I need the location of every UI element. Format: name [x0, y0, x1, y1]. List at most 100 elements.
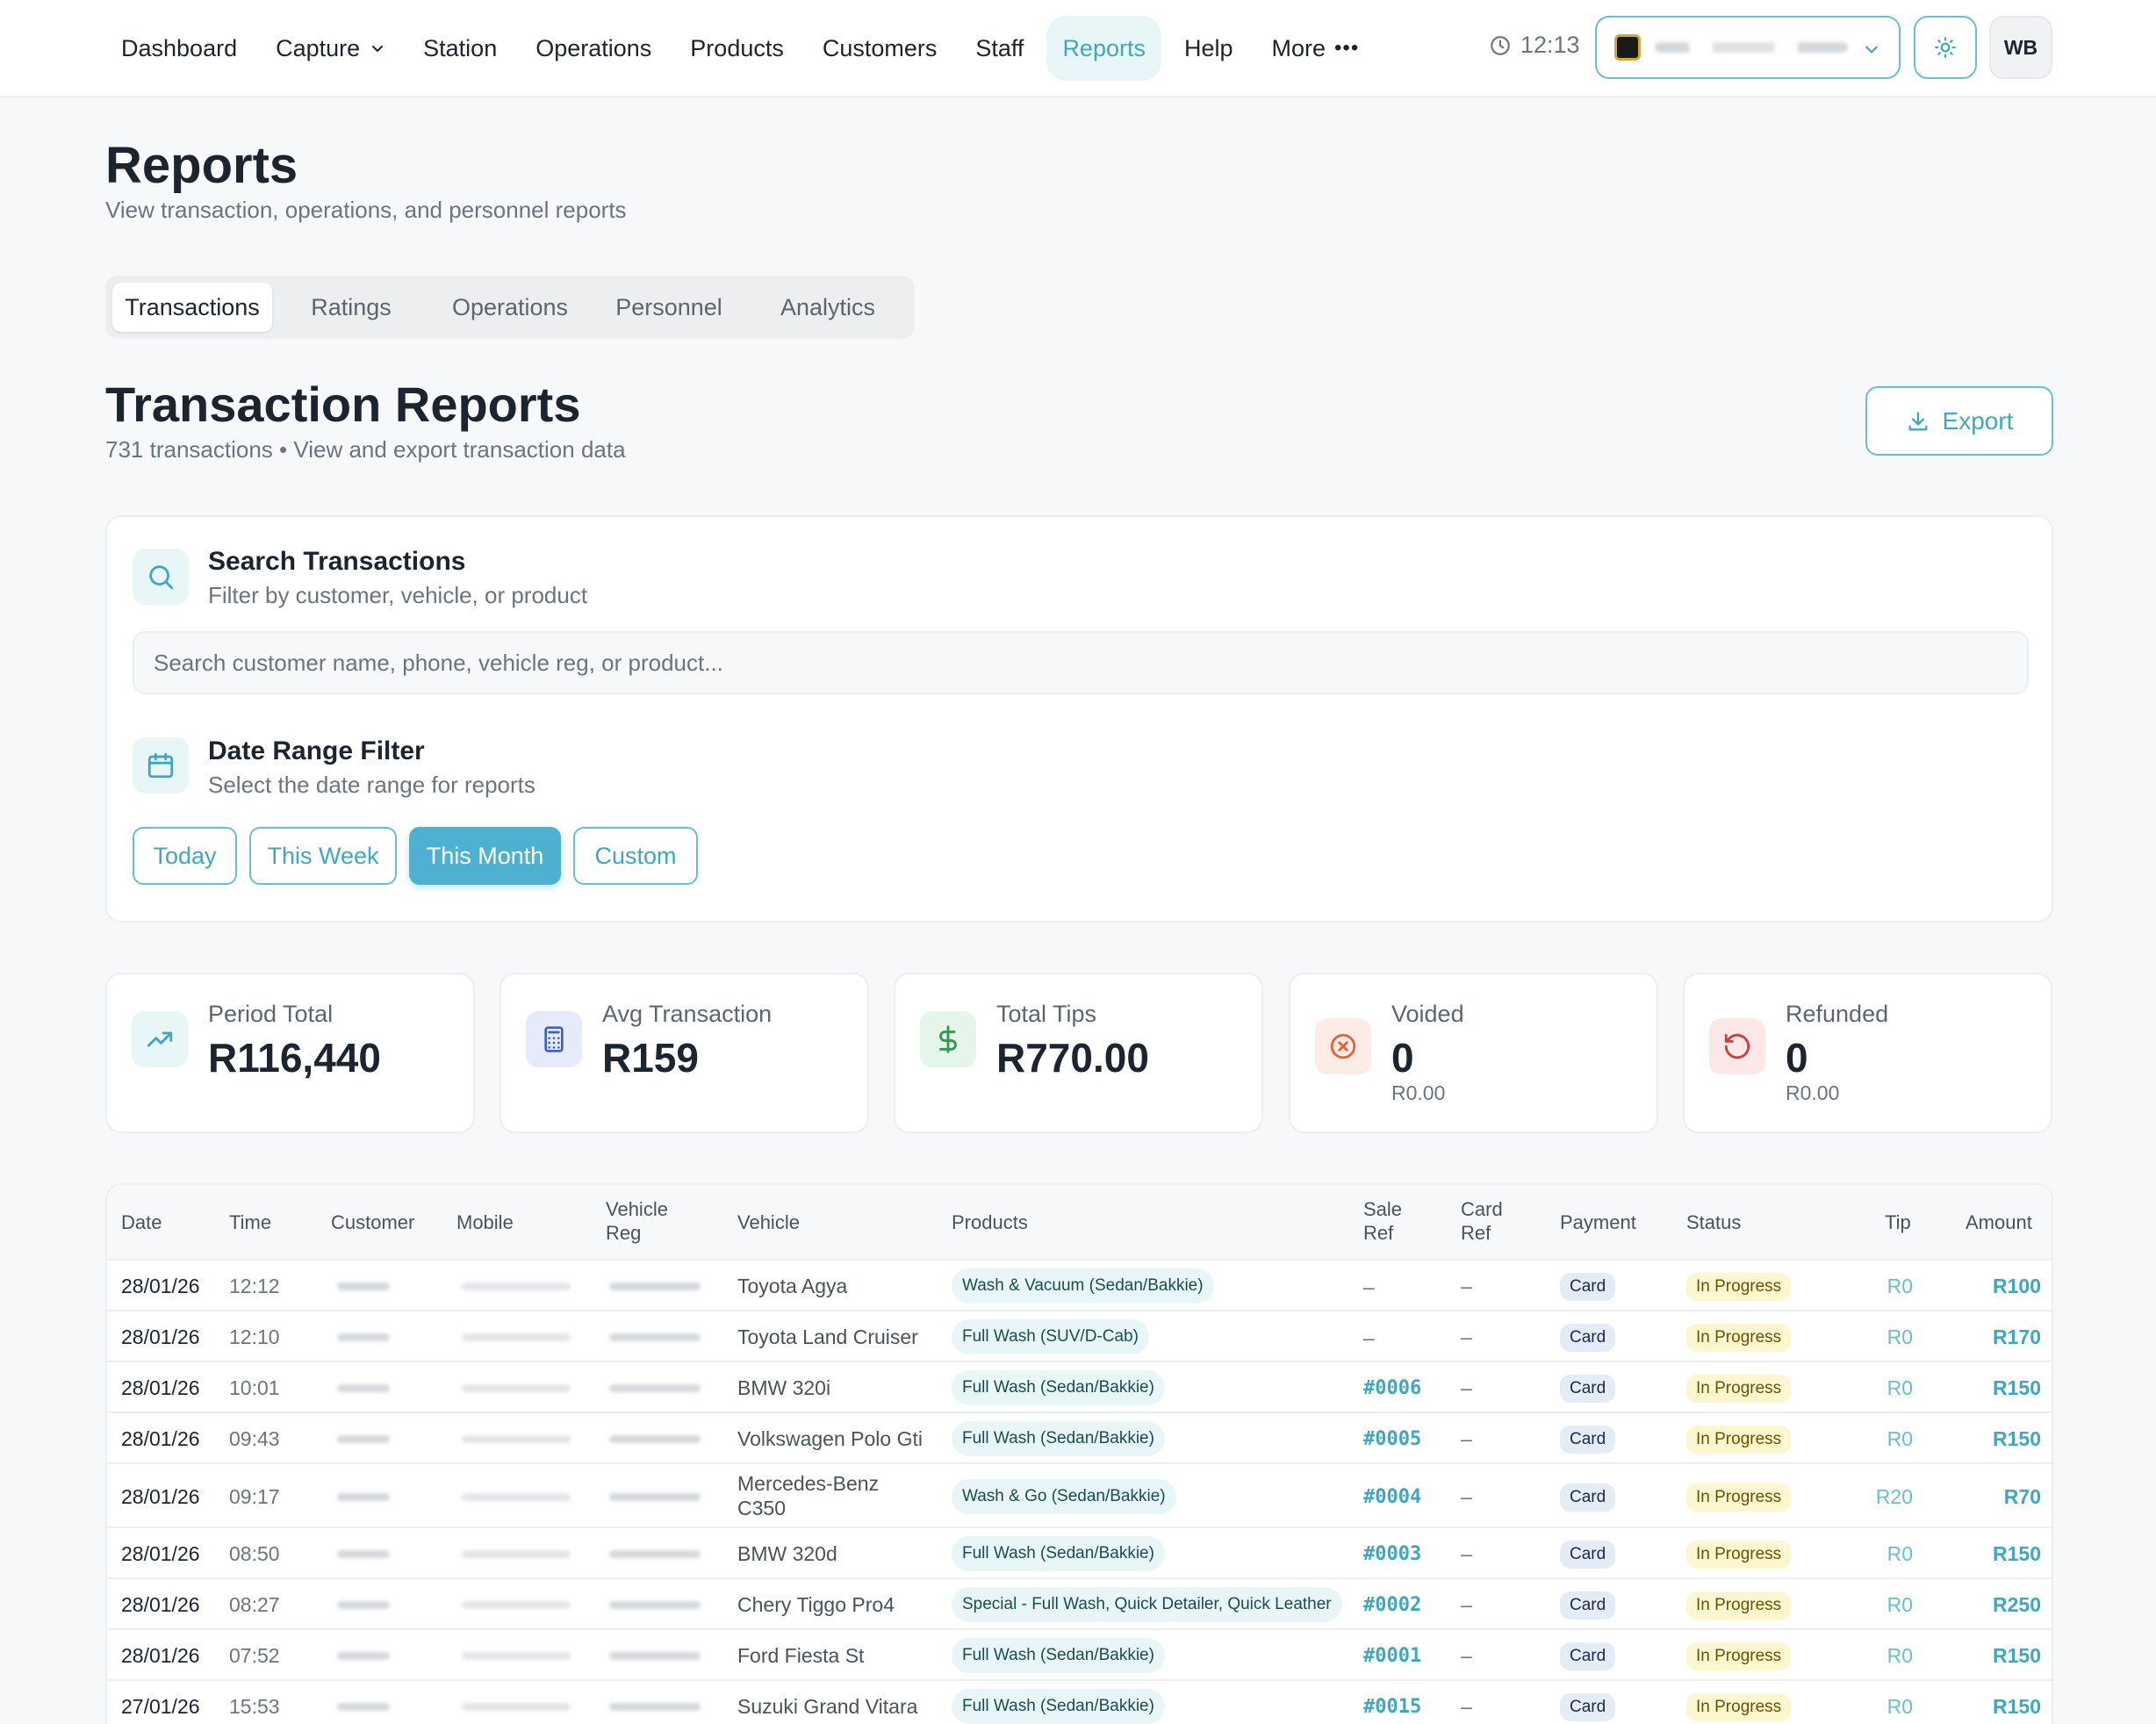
nav-staff[interactable]: Staff	[959, 16, 1039, 81]
tab-operations[interactable]: Operations	[430, 283, 590, 332]
cell-vehicle: Volkswagen Polo Gti	[737, 1427, 923, 1450]
nav-help[interactable]: Help	[1168, 16, 1249, 81]
col-vehicle-reg[interactable]: Vehicle Reg	[606, 1197, 668, 1245]
theme-toggle-button[interactable]	[1914, 16, 1977, 79]
product-badge: Wash & Go (Sedan/Bakkie)	[952, 1478, 1176, 1514]
col-mobile[interactable]: Mobile	[456, 1211, 514, 1233]
range-today-button[interactable]: Today	[133, 827, 237, 885]
cell-vehicle-reg-redacted	[609, 1435, 701, 1443]
tab-personnel[interactable]: Personnel	[590, 283, 748, 332]
range-label: Today	[153, 842, 217, 869]
cell-vehicle-reg-redacted	[609, 1703, 701, 1711]
cell-mobile-redacted	[462, 1384, 571, 1392]
table-row[interactable]: 28/01/26 09:17 Mercedes-Benz C350 Wash & Go…	[107, 1464, 2052, 1528]
range-custom-button[interactable]: Custom	[573, 827, 698, 885]
cell-time: 07:52	[229, 1644, 280, 1667]
tab-analytics[interactable]: Analytics	[748, 283, 908, 332]
nav-capture[interactable]: Capture	[260, 16, 400, 81]
table-row[interactable]: 28/01/26 12:10 Toyota Land Cruiser Full Was…	[107, 1311, 2052, 1362]
nav-dashboard[interactable]: Dashboard	[105, 16, 253, 81]
nav-reports[interactable]: Reports	[1046, 16, 1161, 81]
status-badge: In Progress	[1686, 1541, 1792, 1569]
tab-ratings[interactable]: Ratings	[272, 283, 430, 332]
date-range-buttons: Today This Week This Month Custom	[133, 827, 710, 885]
table-row[interactable]: 28/01/26 08:50 BMW 320d Full Wash (Sedan/Ba…	[107, 1528, 2052, 1579]
export-button[interactable]: Export	[1865, 386, 2053, 456]
download-icon	[1908, 412, 1928, 430]
payment-badge: Card	[1560, 1273, 1616, 1301]
cell-vehicle: Ford Fiesta St	[737, 1644, 865, 1667]
table-row[interactable]: 27/01/26 15:53 Suzuki Grand Vitara Full Was…	[107, 1681, 2052, 1724]
cell-sale-ref[interactable]: #0003	[1363, 1543, 1422, 1565]
cell-vehicle-reg-redacted	[609, 1282, 701, 1290]
tab-transactions[interactable]: Transactions	[112, 283, 272, 332]
col-payment[interactable]: Payment	[1560, 1211, 1636, 1233]
table-row[interactable]: 28/01/26 09:43 Volkswagen Polo Gti Full Was…	[107, 1413, 2052, 1464]
top-navigation-bar: Dashboard Capture Station Operations Pro…	[0, 0, 2156, 97]
filter-card: Search Transactions Filter by customer, …	[105, 515, 2053, 923]
stat-label: Avg Transaction	[602, 1001, 773, 1027]
cell-sale-ref[interactable]: #0004	[1363, 1485, 1422, 1508]
status-badge: In Progress	[1686, 1642, 1792, 1670]
col-amount[interactable]: Amount	[1966, 1211, 2032, 1233]
nav-label: More	[1271, 34, 1326, 61]
product-badge: Full Wash (Sedan/Bakkie)	[952, 1370, 1165, 1405]
cell-time: 08:50	[229, 1542, 280, 1565]
cell-time: 08:27	[229, 1593, 280, 1616]
station-selector[interactable]	[1595, 16, 1901, 79]
col-status[interactable]: Status	[1686, 1211, 1742, 1233]
col-tip[interactable]: Tip	[1885, 1211, 1911, 1233]
cell-mobile-redacted	[462, 1652, 571, 1660]
cell-sale-ref[interactable]: #0002	[1363, 1594, 1422, 1616]
status-badge: In Progress	[1686, 1591, 1792, 1620]
product-badge: Wash & Vacuum (Sedan/Bakkie)	[952, 1268, 1214, 1304]
cell-card-ref: –	[1461, 1593, 1472, 1616]
cell-vehicle: Toyota Land Cruiser	[737, 1325, 918, 1348]
nav-station[interactable]: Station	[407, 16, 513, 81]
user-avatar[interactable]: WB	[1989, 16, 2052, 79]
col-time[interactable]: Time	[229, 1211, 272, 1233]
refresh-icon-tile	[1709, 1018, 1765, 1074]
payment-badge: Card	[1560, 1483, 1616, 1512]
main-nav: Dashboard Capture Station Operations Pro…	[105, 16, 1382, 81]
col-sale-ref[interactable]: Sale Ref	[1363, 1197, 1402, 1245]
nav-operations[interactable]: Operations	[520, 16, 667, 81]
cell-vehicle-reg-redacted	[609, 1601, 701, 1609]
cell-vehicle-reg-redacted	[609, 1492, 701, 1501]
search-input[interactable]	[133, 631, 2029, 694]
col-card-ref[interactable]: Card Ref	[1461, 1197, 1503, 1245]
table-row[interactable]: 28/01/26 10:01 BMW 320i Full Wash (Sedan/Ba…	[107, 1362, 2052, 1413]
cell-tip: R0	[1886, 1376, 1913, 1399]
range-this-week-button[interactable]: This Week	[249, 827, 397, 885]
table-row[interactable]: 28/01/26 07:52 Ford Fiesta St Full Wash (Se…	[107, 1630, 2052, 1681]
nav-more[interactable]: More •••	[1256, 16, 1376, 81]
payment-badge: Card	[1560, 1541, 1616, 1569]
payment-badge: Card	[1560, 1693, 1616, 1721]
range-this-month-button[interactable]: This Month	[409, 827, 561, 885]
x-circle-icon	[1330, 1033, 1356, 1060]
col-products[interactable]: Products	[952, 1211, 1028, 1233]
cell-vehicle-reg-redacted	[609, 1333, 701, 1341]
cell-vehicle-reg-redacted	[609, 1550, 701, 1558]
col-date[interactable]: Date	[121, 1211, 162, 1233]
cell-sale-ref[interactable]: #0001	[1363, 1645, 1422, 1667]
nav-label: Reports	[1062, 34, 1146, 61]
search-icon-tile	[133, 549, 189, 605]
col-vehicle[interactable]: Vehicle	[737, 1211, 800, 1233]
nav-customers[interactable]: Customers	[807, 16, 953, 81]
cell-tip: R0	[1886, 1275, 1913, 1297]
cell-sale-ref[interactable]: #0005	[1363, 1428, 1422, 1450]
search-title: Search Transactions	[208, 547, 466, 576]
cell-sale-ref[interactable]: #0015	[1363, 1696, 1422, 1718]
col-customer[interactable]: Customer	[331, 1211, 415, 1233]
cell-customer-redacted	[337, 1601, 390, 1609]
table-row[interactable]: 28/01/26 08:27 Chery Tiggo Pro4 Special - F…	[107, 1579, 2052, 1630]
cell-date: 27/01/26	[121, 1695, 200, 1718]
cell-sale-ref[interactable]: #0006	[1363, 1377, 1422, 1399]
cell-vehicle: Chery Tiggo Pro4	[737, 1593, 895, 1616]
cell-date: 28/01/26	[121, 1644, 200, 1667]
nav-products[interactable]: Products	[674, 16, 800, 81]
stat-value: 0	[1786, 1035, 1808, 1081]
report-tabs: Transactions Ratings Operations Personne…	[105, 276, 915, 339]
table-row[interactable]: 28/01/26 12:12 Toyota Agya Wash & Vacuum (S…	[107, 1261, 2052, 1311]
